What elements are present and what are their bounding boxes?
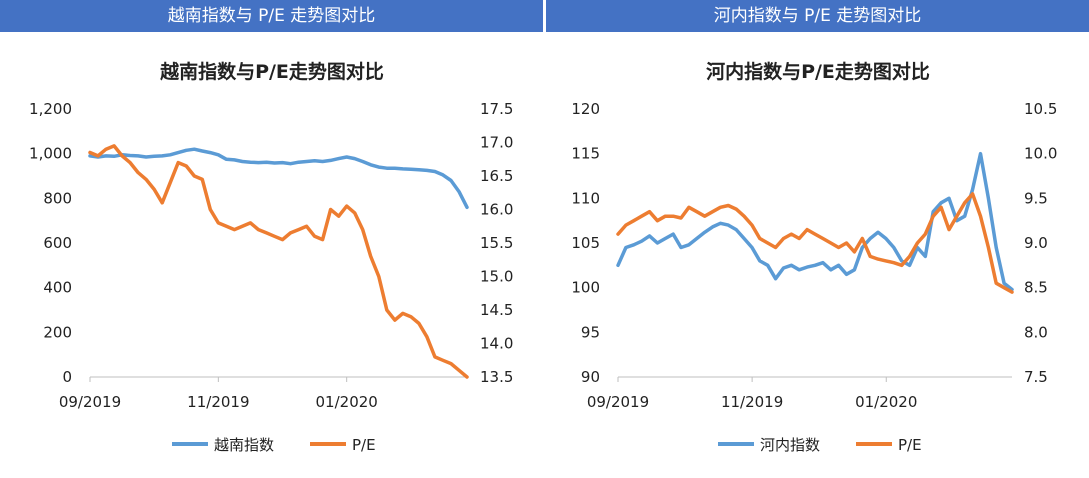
legend-label: 河内指数: [760, 436, 820, 454]
x-tick-label: 09/2019: [59, 393, 121, 411]
y-left-tick-label: 95: [581, 323, 600, 341]
y-left-tick-label: 120: [571, 100, 600, 118]
right-chart-panel: 河内指数与 P/E 走势图对比 河内指数与P/E走势图对比 90 95 100 105…: [546, 0, 1089, 478]
x-tick-label: 11/2019: [187, 393, 249, 411]
y-right-tick-label: 15.5: [480, 234, 513, 252]
y-left-tick-label: 600: [43, 234, 72, 252]
y-left-tick-label: 90: [581, 368, 600, 386]
y-right-tick-label: 10.5: [1024, 100, 1057, 118]
y-right-tick-label: 13.5: [480, 368, 513, 386]
y-right-tick-label: 10.0: [1024, 145, 1057, 163]
legend-label: 越南指数: [214, 436, 274, 454]
y-right-tick-label: 9.0: [1024, 234, 1048, 252]
chart-title: 河内指数与P/E走势图对比: [706, 60, 930, 83]
x-tick-label: 01/2020: [855, 393, 917, 411]
y-left-tick-label: 110: [571, 189, 600, 207]
x-tick-label: 01/2020: [316, 393, 378, 411]
panel-header: 河内指数与 P/E 走势图对比: [546, 0, 1089, 32]
y-left-tick-label: 200: [43, 323, 72, 341]
series-line-pe: [88, 144, 469, 379]
series-line-index: [88, 147, 469, 210]
y-left-tick-label: 105: [571, 234, 600, 252]
y-right-tick-label: 17.0: [480, 134, 513, 152]
y-left-tick-label: 115: [571, 145, 600, 163]
y-left-tick-label: 100: [571, 279, 600, 297]
y-left-tick-label: 400: [43, 279, 72, 297]
y-right-tick-label: 16.5: [480, 167, 513, 185]
y-right-tick-label: 15.0: [480, 268, 513, 286]
y-right-tick-label: 8.5: [1024, 279, 1048, 297]
series-line-index: [616, 151, 1014, 292]
y-left-tick-label: 1,000: [29, 145, 72, 163]
y-right-tick-label: 14.5: [480, 301, 513, 319]
chart-title: 越南指数与P/E走势图对比: [159, 60, 384, 83]
chart-svg: 越南指数与P/E走势图对比 0 200 400 600 800 1,000 1,200 13.…: [29, 60, 513, 454]
x-tick-label: 11/2019: [721, 393, 783, 411]
chart-svg: 河内指数与P/E走势图对比 90 95 100 105 110 115 120 7.5 8.0 8…: [571, 60, 1057, 454]
y-right-tick-label: 16.0: [480, 201, 513, 219]
left-chart-panel: 越南指数与 P/E 走势图对比 越南指数与P/E走势图对比 0 200 400 600…: [0, 0, 543, 478]
legend-label: P/E: [898, 436, 922, 454]
series-line-pe: [616, 192, 1014, 294]
x-tick-label: 09/2019: [587, 393, 649, 411]
y-left-tick-label: 0: [62, 368, 72, 386]
y-right-tick-label: 14.0: [480, 335, 513, 353]
y-left-tick-label: 800: [43, 189, 72, 207]
y-right-tick-label: 17.5: [480, 100, 513, 118]
y-right-tick-label: 7.5: [1024, 368, 1048, 386]
y-left-tick-label: 1,200: [29, 100, 72, 118]
y-right-tick-label: 8.0: [1024, 323, 1048, 341]
panel-header: 越南指数与 P/E 走势图对比: [0, 0, 543, 32]
y-right-tick-label: 9.5: [1024, 189, 1048, 207]
legend-label: P/E: [352, 436, 376, 454]
